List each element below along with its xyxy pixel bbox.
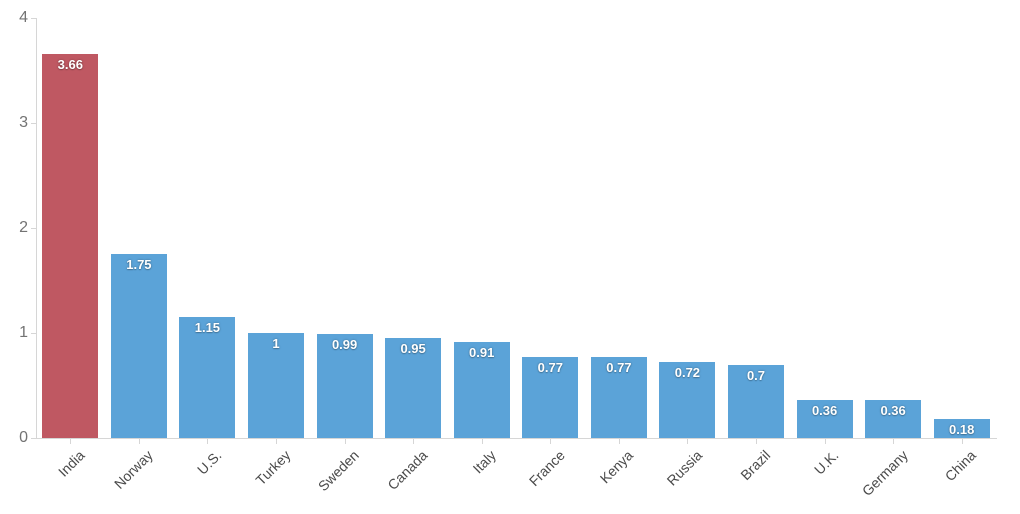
x-axis-tick [344,439,346,444]
x-axis-tick [961,439,963,444]
x-axis-category-label: Canada [384,447,431,493]
x-axis-category-label: Russia [663,447,705,489]
x-axis-category-label: Kenya [596,447,637,487]
bar-value-label: 0.36 [880,403,906,419]
bar-value-label: 0.99 [331,337,358,353]
bar-kenya[interactable]: 0.77 [590,357,647,438]
x-axis-tick [70,439,72,444]
bar-value-label: 0.36 [811,403,838,419]
x-axis-tick [687,439,689,444]
bar-value-label: 0.91 [469,345,495,361]
bar-u-k[interactable]: 0.36 [796,400,853,438]
x-axis-category-label: Brazil [737,447,774,484]
bar-value-label: 1.75 [126,257,152,273]
x-axis-tick [824,439,826,444]
bar-china[interactable]: 0.18 [933,419,990,438]
bar-u-s[interactable]: 1.15 [179,317,236,438]
x-axis-category-label: Sweden [314,447,362,495]
x-axis-tick [138,439,140,444]
y-axis-tick-label: 4 [19,9,28,26]
x-axis-tick [413,439,415,444]
x-axis-category-label: U.S. [194,447,225,478]
bar-germany[interactable]: 0.36 [865,400,922,438]
bar-value-label: 0.18 [949,422,975,438]
bar-india[interactable]: 3.66 [42,53,99,438]
bar-value-label: 0.7 [746,367,766,383]
bar-value-label: 1 [272,336,280,351]
bar-norway[interactable]: 1.75 [110,254,167,439]
x-axis-tick [481,439,483,444]
y-axis-tick-label: 3 [19,114,28,131]
x-axis-tick [276,439,277,444]
x-axis-category-label: U.K. [811,447,842,478]
bar-canada[interactable]: 0.95 [385,338,442,439]
y-axis-tick-label: 1 [19,324,28,341]
x-axis-tick [207,439,209,444]
bar-value-label: 0.95 [400,341,426,357]
y-axis-tick [31,228,36,229]
x-axis-category-label: Germany [858,447,911,500]
bar-brazil[interactable]: 0.7 [728,364,784,438]
bar-turkey[interactable]: 1 [248,333,304,438]
x-axis-category-label: Turkey [252,447,294,489]
bar-value-label: 0.77 [606,360,632,376]
x-axis-category-label: France [525,447,568,490]
y-axis-tick [31,123,36,124]
bar-sweden[interactable]: 0.99 [316,334,373,439]
x-axis-category-label: China [941,447,980,485]
bar-france[interactable]: 0.77 [522,357,579,438]
y-axis-tick [31,438,36,439]
x-axis-line [36,438,997,439]
x-axis-tick [893,439,895,444]
x-axis-category-label: Norway [111,447,157,492]
x-axis-category-label: Italy [469,447,500,477]
x-axis-tick [550,439,552,444]
y-axis-tick [31,18,36,19]
y-axis-tick [31,333,36,334]
bar-value-label: 1.15 [194,320,221,336]
y-axis-tick-label: 2 [19,219,28,236]
bar-italy[interactable]: 0.91 [453,342,510,438]
bar-value-label: 0.77 [537,360,563,376]
bar-russia[interactable]: 0.72 [659,362,716,438]
y-axis-line [36,18,37,438]
x-axis-category-label: India [54,447,88,480]
bar-value-label: 0.72 [674,365,701,381]
bar-value-label: 3.66 [57,56,83,72]
x-axis-tick [618,439,620,444]
y-axis-tick-label: 0 [19,429,28,446]
x-axis-tick [756,439,757,444]
